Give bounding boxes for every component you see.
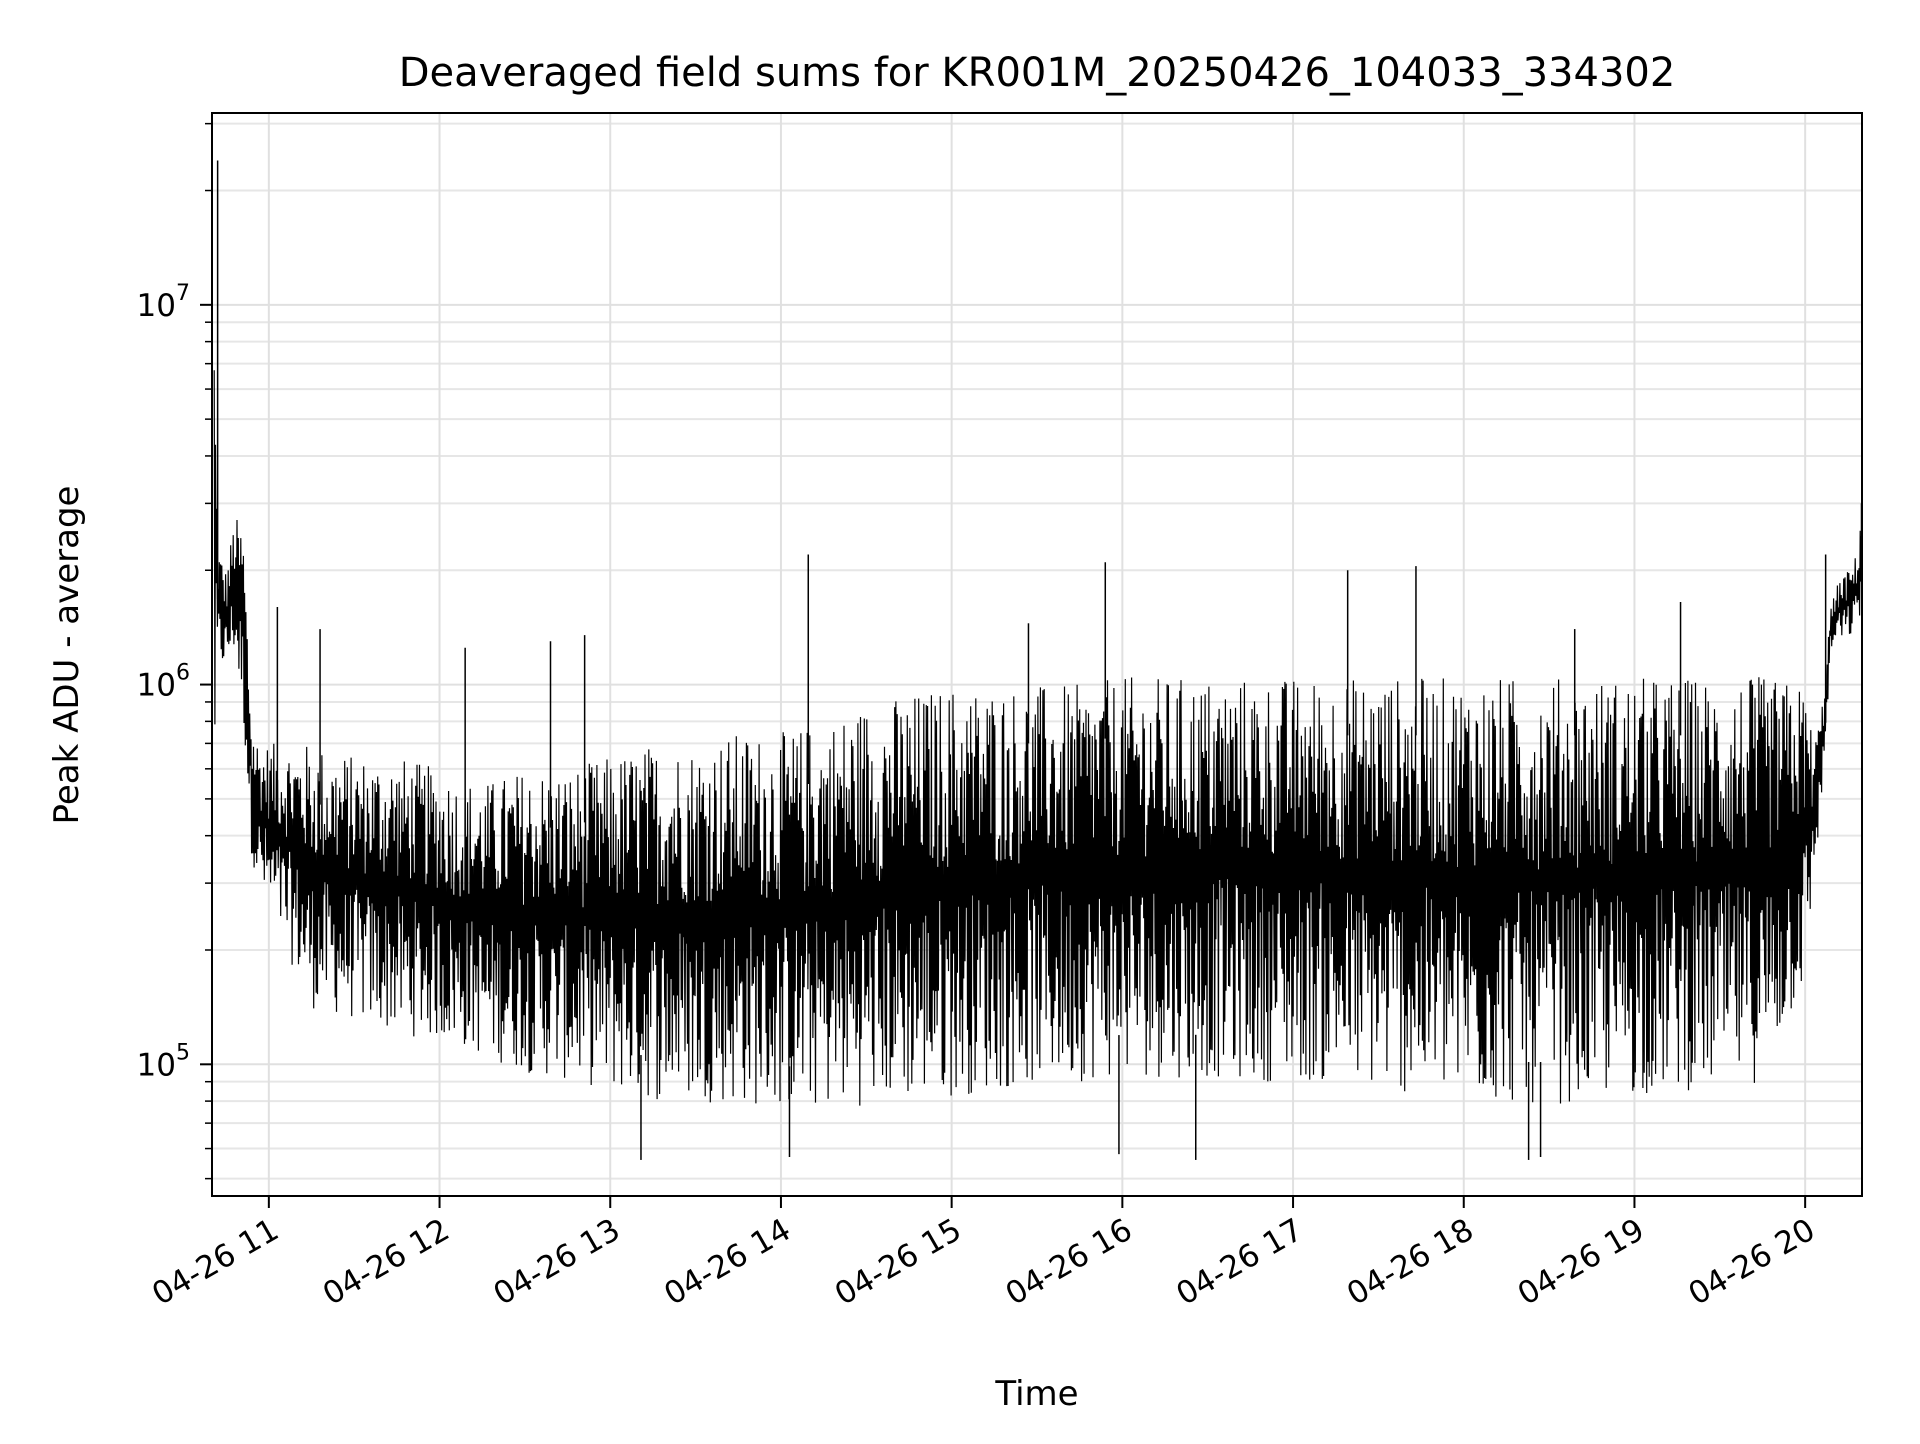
y-tick-label: 106 — [137, 661, 190, 704]
series-line — [213, 370, 1863, 1106]
plot-frame — [211, 112, 1863, 1197]
chart-title: Deaveraged field sums for KR001M_2025042… — [399, 50, 1676, 96]
data-series — [213, 160, 1863, 1160]
y-tick-label: 107 — [137, 281, 190, 324]
y-axis-label: Peak ADU - average — [47, 486, 87, 825]
y-tick-label: 105 — [137, 1040, 190, 1083]
x-axis-label: Time — [994, 1374, 1078, 1414]
